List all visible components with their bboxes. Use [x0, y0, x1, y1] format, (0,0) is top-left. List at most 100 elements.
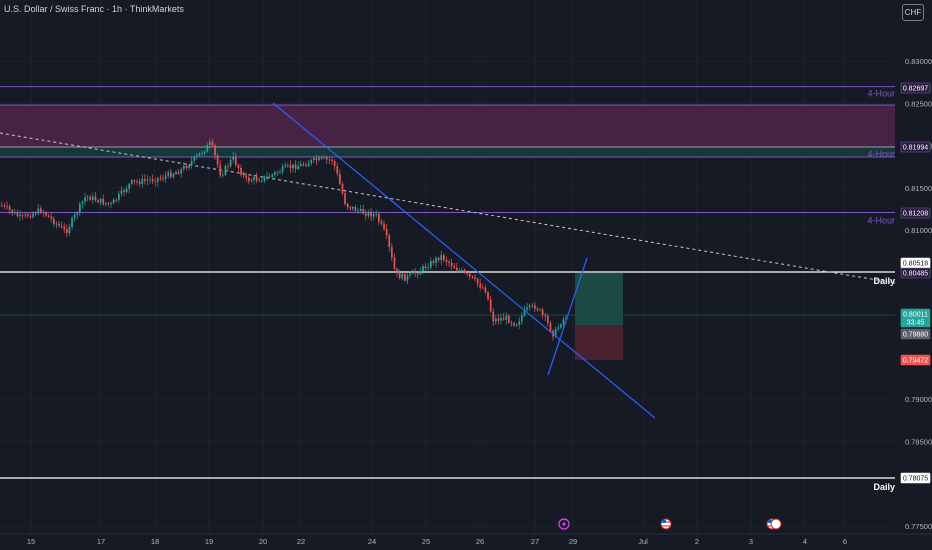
supply-zone: [0, 105, 895, 147]
candle-body: [138, 181, 141, 184]
candle-body: [479, 283, 482, 288]
candle-body: [547, 316, 549, 323]
candle-body: [302, 163, 305, 165]
candle-body: [196, 155, 198, 157]
candle-body: [557, 327, 560, 330]
candle-body: [549, 322, 552, 331]
candle-body: [76, 212, 79, 215]
time-tick-label: 6: [843, 537, 847, 546]
candle-body: [211, 141, 214, 146]
candle-body: [565, 318, 567, 320]
candle-body: [414, 271, 417, 274]
candle-body: [216, 155, 219, 165]
candle-body: [16, 212, 19, 217]
symbol-title[interactable]: U.S. Dollar / Swiss Franc · 1h · ThinkMa…: [4, 4, 184, 14]
candle-body: [261, 180, 263, 182]
candle-body: [328, 159, 331, 161]
candle-body: [443, 255, 445, 260]
price-tick-label: 0.77500: [905, 522, 932, 531]
candle-body: [281, 166, 284, 172]
lightning-bolt: [562, 520, 566, 528]
candle-body: [417, 273, 419, 275]
candle-body: [146, 179, 149, 181]
candle-body: [55, 223, 58, 225]
candle-body: [487, 292, 489, 300]
price-tick-label: 0.79000: [905, 395, 932, 404]
candle-body: [489, 299, 492, 312]
price-tag: [900, 267, 931, 279]
candle-body: [6, 205, 8, 207]
candle-body: [73, 214, 76, 218]
candle-body: [8, 206, 11, 211]
candle-body: [554, 329, 557, 337]
candle-body: [45, 212, 47, 216]
price-tag-label: 0.80011: [903, 312, 928, 319]
candle-body: [297, 165, 300, 170]
candle-body: [185, 165, 188, 168]
candle-body: [81, 201, 84, 204]
candle-body: [388, 235, 391, 248]
candle-body: [406, 275, 409, 281]
time-tick-label: 20: [259, 537, 267, 546]
candle-body: [294, 164, 297, 170]
time-tick-label: 2: [695, 537, 699, 546]
time-tick-label: 25: [422, 537, 430, 546]
candle-body: [24, 214, 27, 216]
candle-body: [471, 276, 474, 278]
candle-body: [32, 213, 34, 218]
time-tick-label: 26: [476, 537, 484, 546]
take-profit-box: [575, 273, 623, 325]
candle-body: [435, 257, 437, 263]
candle-body: [159, 178, 162, 179]
candle-body: [253, 177, 255, 181]
currency-button[interactable]: CHF: [902, 4, 924, 21]
candle-body: [71, 217, 73, 228]
price-tag-label: 0.81994: [903, 145, 928, 152]
us-flag-icon: [660, 518, 672, 530]
candle-body: [164, 175, 167, 179]
candle-body: [271, 174, 274, 177]
candle-body: [97, 200, 99, 203]
candle-body: [232, 156, 235, 160]
candle-body: [144, 178, 146, 181]
candle-body: [505, 315, 508, 320]
time-tick-label: 24: [368, 537, 376, 546]
lightning-circle: [558, 518, 570, 530]
candle-body: [544, 314, 547, 317]
candle-body: [227, 166, 229, 167]
candle-body: [201, 153, 203, 155]
candle-body: [539, 309, 541, 311]
breakout-line: [547, 257, 588, 376]
candle-body: [320, 157, 323, 159]
candle-body: [219, 164, 222, 176]
candle-body: [523, 309, 526, 316]
candle-body: [123, 190, 125, 192]
candle-body: [497, 318, 500, 321]
price-tag-label: 0.79472: [903, 358, 928, 365]
price-tag-countdown: 33:45: [907, 320, 925, 327]
candle-body: [245, 175, 248, 178]
candle-body: [352, 206, 354, 209]
candle-body: [495, 318, 497, 322]
candle-body: [250, 180, 253, 182]
candle-body: [120, 190, 123, 194]
time-tick-label: 22: [297, 537, 305, 546]
candle-body: [474, 277, 476, 279]
candle-body: [237, 164, 240, 168]
time-tick-label: 15: [27, 537, 35, 546]
candle-body: [292, 164, 294, 169]
candle-body: [339, 173, 341, 184]
candle-body: [112, 199, 115, 204]
candle-body: [175, 172, 177, 175]
price-tag-label: 0.78075: [903, 476, 928, 483]
time-tick-label: 19: [205, 537, 213, 546]
price-tag-label: 0.80518: [903, 261, 928, 268]
candle-body: [183, 165, 185, 170]
flag-canton: [768, 520, 772, 523]
price-tick-label: 0.82500: [905, 99, 932, 108]
candle-body: [229, 159, 232, 167]
candle-body: [14, 212, 16, 214]
candle-body: [450, 262, 453, 267]
candle-body: [341, 183, 344, 194]
